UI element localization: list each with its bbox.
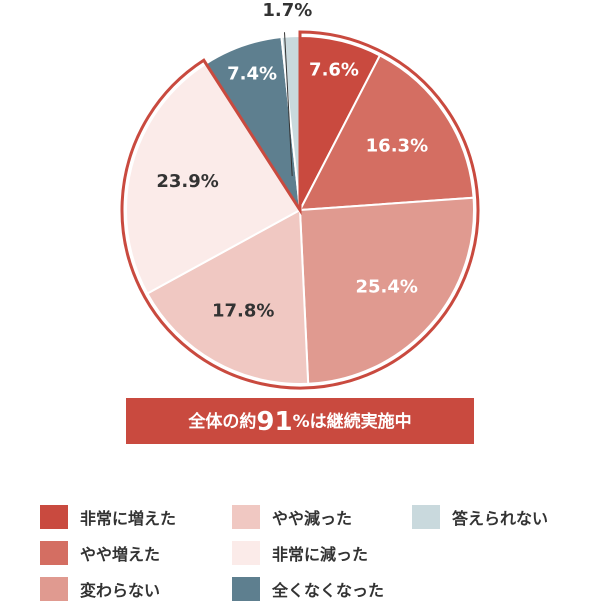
slice-label-2: 25.4% <box>355 277 417 298</box>
legend-item-no-answer: 答えられない <box>412 504 548 530</box>
highlight-prefix: 全体の約 <box>187 411 256 432</box>
legend-item-completely-gone: 全くなくなった <box>232 576 384 602</box>
legend-label: 非常に減った <box>272 541 368 565</box>
legend-item-very-decreased: 非常に減った <box>232 540 368 566</box>
legend-item-unchanged: 変わらない <box>40 576 160 602</box>
legend-label: 答えられない <box>452 505 548 529</box>
legend-label: やや増えた <box>80 541 160 565</box>
legend-item-very-increased: 非常に増えた <box>40 504 176 530</box>
legend-label: 変わらない <box>80 577 160 601</box>
slice-label-3: 17.8% <box>212 301 274 322</box>
pie-chart: 7.6% 16.3% 25.4% 17.8% 23.9% 7.4% 1.7% 全体の約91%… <box>0 0 600 460</box>
legend-label: やや減った <box>272 505 352 529</box>
legend-label: 非常に増えた <box>80 505 176 529</box>
slice-label-4: 23.9% <box>156 171 218 192</box>
legend-swatch <box>232 541 260 565</box>
legend-swatch <box>40 505 68 529</box>
legend-swatch <box>412 505 440 529</box>
slice-label-0: 7.6% <box>309 60 359 81</box>
legend-swatch <box>232 505 260 529</box>
legend-item-slightly-increased: やや増えた <box>40 540 160 566</box>
highlight-number: 91 <box>256 407 292 437</box>
slice-label-6: 1.7% <box>262 0 312 21</box>
slice-label-1: 16.3% <box>366 136 428 157</box>
legend: 非常に増えた やや増えた 変わらない やや減った 非常に減った 全くなくなった … <box>40 504 580 600</box>
legend-swatch <box>40 541 68 565</box>
legend-swatch <box>40 577 68 601</box>
slice-label-5: 7.4% <box>227 64 277 85</box>
legend-label: 全くなくなった <box>272 577 384 601</box>
legend-swatch <box>232 577 260 601</box>
legend-item-slightly-decreased: やや減った <box>232 504 352 530</box>
highlight-suffix: %は継続実施中 <box>293 411 412 432</box>
